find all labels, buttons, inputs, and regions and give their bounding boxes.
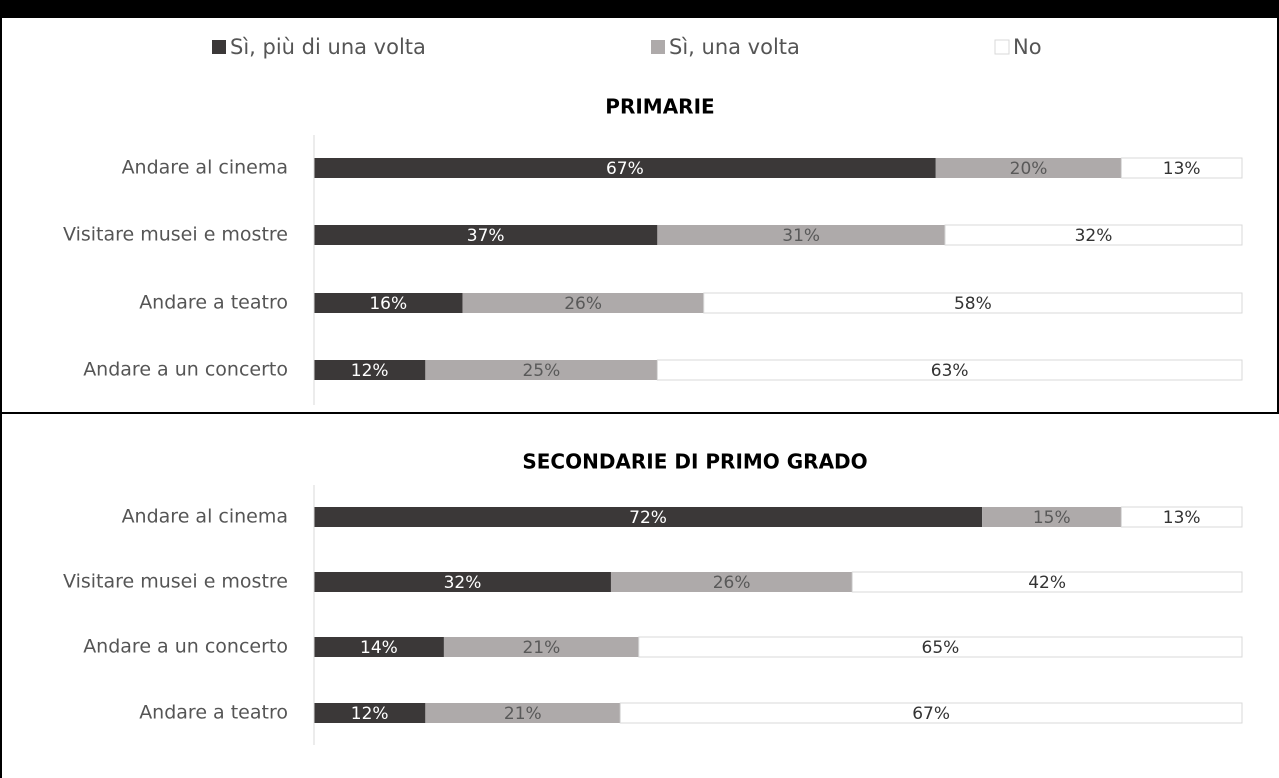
bar-segment — [851, 571, 1243, 593]
bar-segment — [703, 292, 1243, 314]
value-label: 12% — [351, 704, 389, 724]
bar-segment — [314, 293, 463, 313]
bar-segment — [1120, 157, 1243, 179]
bar-segment — [982, 507, 1122, 527]
category-label: Andare a teatro — [139, 292, 288, 314]
value-label: 21% — [522, 638, 560, 658]
value-label: 32% — [1075, 226, 1113, 246]
legend-swatch — [651, 40, 665, 54]
category-label: Andare a un concerto — [83, 636, 288, 658]
value-label: 12% — [351, 361, 389, 381]
value-label: 42% — [1028, 573, 1066, 593]
value-label: 26% — [713, 573, 751, 593]
bar-segment — [314, 507, 983, 527]
value-label: 25% — [522, 361, 560, 381]
bar-segment — [425, 360, 658, 380]
bar-segment — [462, 293, 704, 313]
top-bar — [0, 0, 1279, 18]
bar-segment — [944, 224, 1243, 246]
value-label: 13% — [1163, 159, 1201, 179]
legend-swatch — [994, 39, 1010, 55]
chart-title: SECONDARIE DI PRIMO GRADO — [522, 450, 867, 474]
value-label: 67% — [606, 159, 644, 179]
category-label: Andare a un concerto — [83, 359, 288, 381]
value-label: 20% — [1010, 159, 1048, 179]
value-label: 15% — [1033, 508, 1071, 528]
value-label: 26% — [564, 294, 602, 314]
bar-segment — [425, 703, 621, 723]
category-label: Visitare musei e mostre — [63, 224, 288, 246]
legend-label: Sì, una volta — [669, 35, 800, 59]
legend-swatch — [212, 40, 226, 54]
value-label: 32% — [444, 573, 482, 593]
bar-segment — [1120, 506, 1243, 528]
category-label: Visitare musei e mostre — [63, 571, 288, 593]
legend-label: No — [1013, 35, 1042, 59]
value-label: 14% — [360, 638, 398, 658]
bar-segment — [935, 158, 1122, 178]
value-label: 31% — [782, 226, 820, 246]
value-label: 21% — [504, 704, 542, 724]
value-label: 67% — [912, 704, 950, 724]
category-label: Andare al cinema — [122, 157, 288, 179]
bar-segment — [619, 702, 1243, 724]
value-label: 72% — [629, 508, 667, 528]
bar-segment — [314, 572, 611, 592]
chart-title: PRIMARIE — [605, 95, 714, 119]
bar-segment — [656, 359, 1243, 381]
value-label: 58% — [954, 294, 992, 314]
bar-segment — [314, 637, 444, 657]
legend-label: Sì, più di una volta — [230, 35, 426, 59]
bar-segment — [314, 360, 426, 380]
value-label: 16% — [369, 294, 407, 314]
bar-segment — [638, 636, 1243, 658]
category-label: Andare al cinema — [122, 506, 288, 528]
category-label: Andare a teatro — [139, 702, 288, 724]
value-label: 65% — [922, 638, 960, 658]
value-label: 37% — [467, 226, 505, 246]
bar-segment — [657, 225, 946, 245]
value-label: 63% — [931, 361, 969, 381]
value-label: 13% — [1163, 508, 1201, 528]
bar-segment — [443, 637, 639, 657]
bar-segment — [314, 225, 658, 245]
bar-segment — [314, 703, 426, 723]
bar-segment — [610, 572, 853, 592]
bar-segment — [314, 158, 936, 178]
